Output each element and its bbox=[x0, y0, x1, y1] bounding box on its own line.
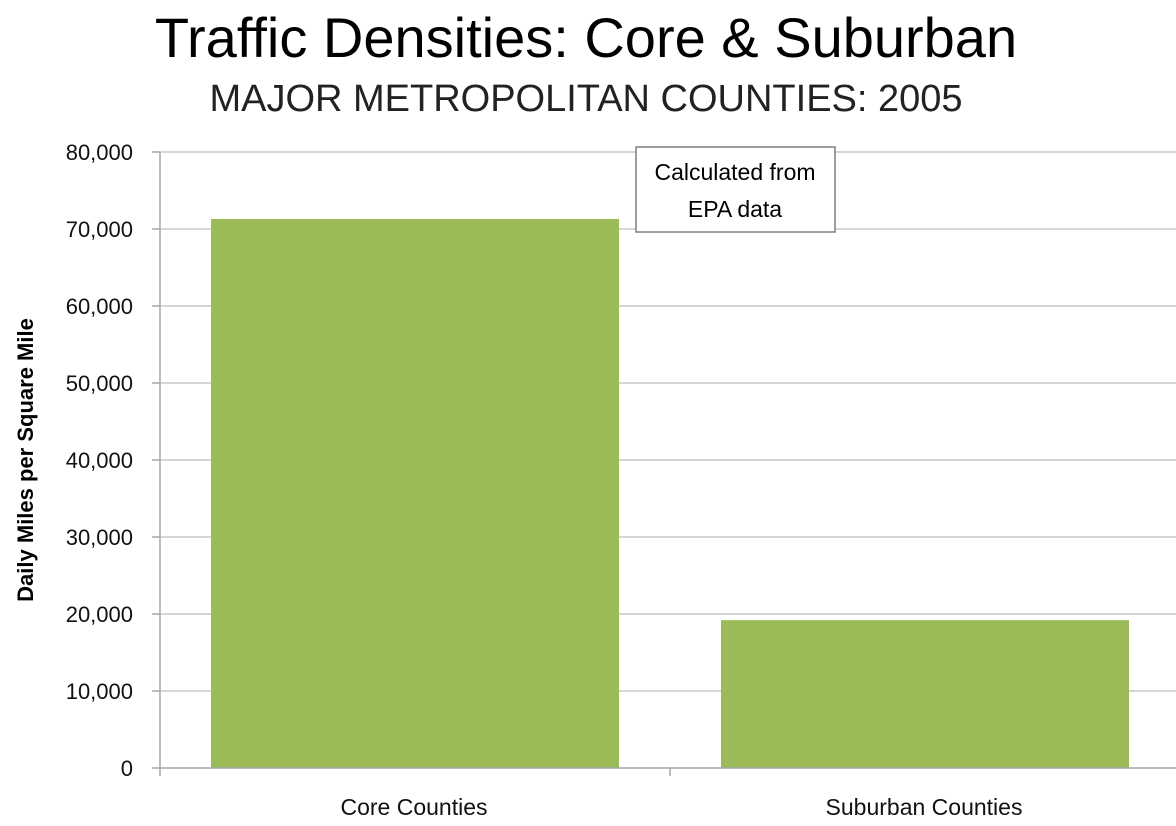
y-tick-label: 10,000 bbox=[66, 679, 133, 704]
x-category-label: Suburban Counties bbox=[826, 794, 1023, 820]
annotation-border bbox=[635, 146, 836, 233]
y-tick-label: 0 bbox=[121, 756, 133, 781]
y-tick-label: 20,000 bbox=[66, 602, 133, 627]
y-tick-label: 40,000 bbox=[66, 448, 133, 473]
y-tick-label: 60,000 bbox=[66, 294, 133, 319]
x-category-label: Core Counties bbox=[340, 794, 487, 820]
chart-title: Traffic Densities: Core & Suburban bbox=[155, 6, 1017, 69]
annotation-line-1: Calculated from bbox=[654, 159, 815, 185]
bars bbox=[211, 218, 1129, 769]
x-axis-category-labels: Core Counties Suburban Counties bbox=[340, 794, 1022, 820]
y-tick-label: 30,000 bbox=[66, 525, 133, 550]
chart-subtitle: MAJOR METROPOLITAN COUNTIES: 2005 bbox=[209, 78, 962, 120]
annotation-box: Calculated from EPA data bbox=[635, 146, 836, 233]
y-tick-label: 80,000 bbox=[66, 140, 133, 165]
bar bbox=[721, 620, 1129, 768]
annotation-line-2: EPA data bbox=[688, 196, 782, 222]
y-axis-tick-labels: 0 10,000 20,000 30,000 40,000 50,000 60,000 70,… bbox=[66, 140, 160, 781]
y-axis-title: Daily Miles per Square Mile bbox=[13, 318, 38, 602]
y-tick-label: 50,000 bbox=[66, 371, 133, 396]
y-tick-label: 70,000 bbox=[66, 217, 133, 242]
bar bbox=[211, 218, 619, 769]
